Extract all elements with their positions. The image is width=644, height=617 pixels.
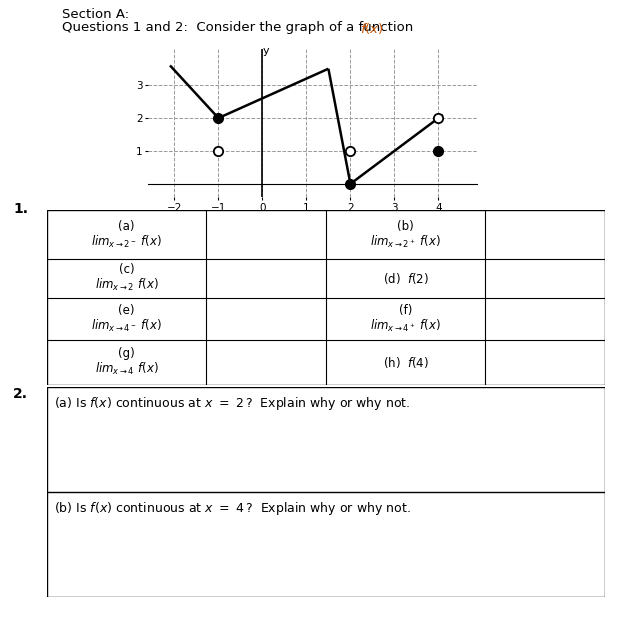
Text: $lim_{x\to4^-}\ f(x)$: $lim_{x\to4^-}\ f(x)$	[91, 318, 162, 334]
Text: (a): (a)	[118, 220, 135, 233]
Text: (g): (g)	[118, 347, 135, 360]
Text: Questions 1 and 2:  Consider the graph of a function: Questions 1 and 2: Consider the graph of…	[62, 21, 417, 34]
Point	[213, 113, 223, 123]
Text: Section A:: Section A:	[62, 8, 129, 21]
Point	[213, 146, 223, 156]
Text: (a) Is $f(x)$ continuous at $x\ =\ 2\,$?  Explain why or why not.: (a) Is $f(x)$ continuous at $x\ =\ 2\,$?…	[53, 395, 410, 412]
Text: .: .	[382, 21, 386, 34]
Point	[345, 146, 355, 156]
Text: (f): (f)	[399, 304, 412, 317]
Text: y: y	[263, 46, 269, 56]
Text: (c): (c)	[118, 263, 135, 276]
Text: $lim_{x\to4}\ f(x)$: $lim_{x\to4}\ f(x)$	[95, 361, 158, 378]
Text: (b): (b)	[397, 220, 414, 233]
Text: $lim_{x\to2}\ f(x)$: $lim_{x\to2}\ f(x)$	[95, 277, 158, 293]
Text: $lim_{x\to2^+}\ f(x)$: $lim_{x\to2^+}\ f(x)$	[370, 233, 441, 249]
Text: 1.: 1.	[13, 202, 28, 216]
Point	[433, 146, 444, 156]
Text: $lim_{x\to2^-}\ f(x)$: $lim_{x\to2^-}\ f(x)$	[91, 233, 162, 249]
Point	[345, 179, 355, 189]
Text: $lim_{x\to4^+}\ f(x)$: $lim_{x\to4^+}\ f(x)$	[370, 318, 441, 334]
Point	[433, 113, 444, 123]
Text: (h)  $f(4)$: (h) $f(4)$	[383, 355, 428, 370]
Text: (e): (e)	[118, 304, 135, 317]
Text: (b) Is $f(x)$ continuous at $x\ =\ 4\,$?  Explain why or why not.: (b) Is $f(x)$ continuous at $x\ =\ 4\,$?…	[53, 500, 410, 518]
Text: 2.: 2.	[13, 387, 28, 401]
Text: $f(x)$: $f(x)$	[360, 21, 384, 36]
Text: (d)  $f(2)$: (d) $f(2)$	[383, 271, 428, 286]
